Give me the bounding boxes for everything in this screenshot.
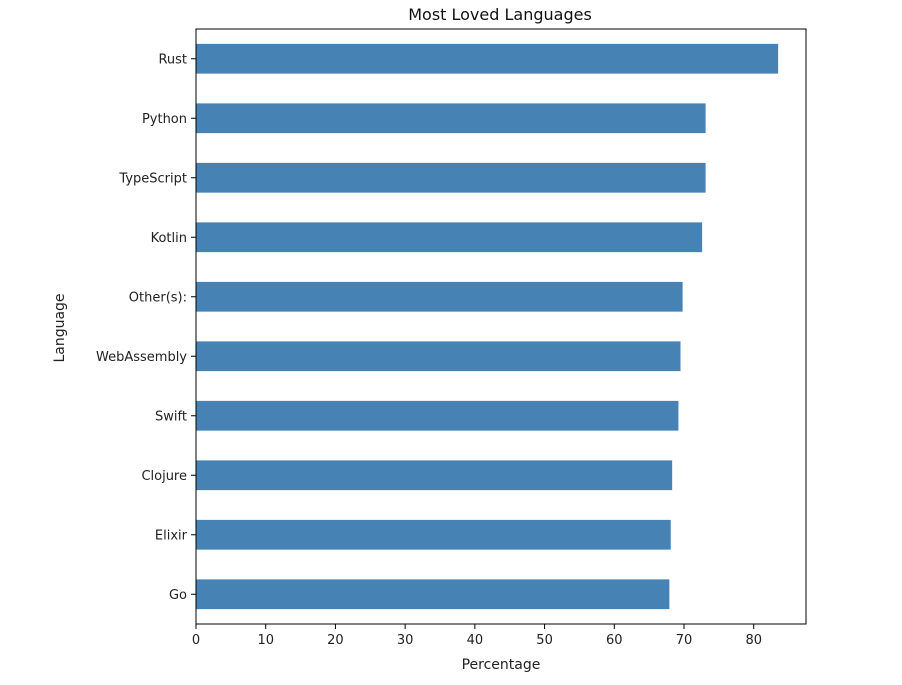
x-axis-title: Percentage <box>462 657 541 673</box>
bar-clojure <box>196 460 673 491</box>
y-tick-label: TypeScript <box>118 171 187 186</box>
x-tick-label: 60 <box>606 633 623 648</box>
x-tick-label: 30 <box>397 633 414 648</box>
bar-python <box>196 103 706 134</box>
x-tick-label: 0 <box>192 633 200 648</box>
bar-typescript <box>196 162 706 193</box>
bar-kotlin <box>196 222 703 253</box>
x-tick-label: 40 <box>467 633 484 648</box>
chart-title: Most Loved Languages <box>408 5 592 24</box>
y-tick-label: Python <box>142 112 187 127</box>
y-tick-label: Swift <box>155 409 187 424</box>
y-tick-label: Clojure <box>141 469 187 484</box>
y-tick-label: Elixir <box>155 528 188 543</box>
bar-elixir <box>196 519 671 550</box>
y-tick-label: WebAssembly <box>96 350 187 365</box>
x-tick-label: 50 <box>536 633 553 648</box>
y-tick-label: Kotlin <box>151 231 187 246</box>
y-tick-label: Rust <box>158 52 187 67</box>
y-tick-label: Go <box>169 588 187 603</box>
plot-frame <box>195 28 807 625</box>
bar-swift <box>196 400 679 431</box>
y-axis-title: Language <box>52 293 68 362</box>
x-tick-label: 80 <box>745 633 762 648</box>
bar-rust <box>196 43 779 74</box>
x-tick-label: 20 <box>327 633 344 648</box>
x-tick-label: 10 <box>257 633 274 648</box>
bar-webassembly <box>196 341 681 372</box>
x-tick-label: 70 <box>676 633 693 648</box>
bar-other-s <box>196 281 683 312</box>
plot-area: Rust Python TypeScript Kotlin Other(s): WebAs… <box>96 43 779 648</box>
y-tick-label: Other(s): <box>129 290 187 305</box>
bar-go <box>196 579 670 610</box>
